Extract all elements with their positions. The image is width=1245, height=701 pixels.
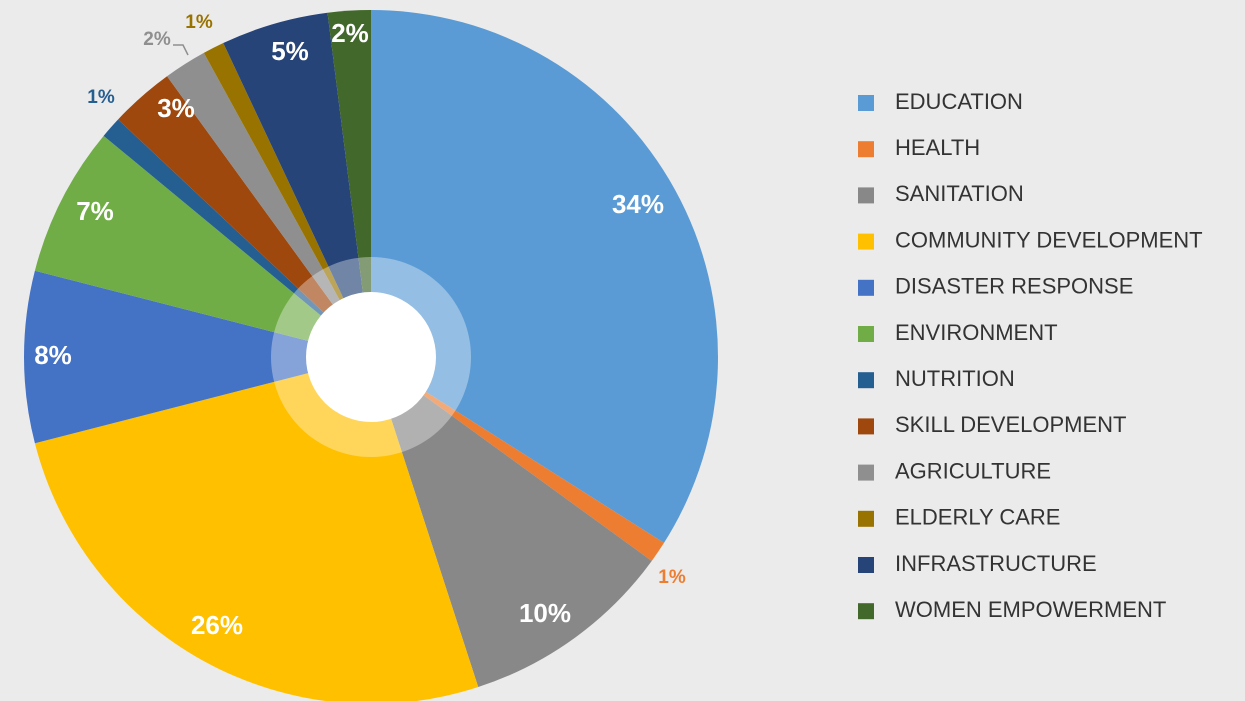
- legend-label: AGRICULTURE: [895, 458, 1051, 483]
- pie-slice: [371, 357, 664, 561]
- pie-slice: [371, 10, 718, 543]
- data-label: 1%: [185, 12, 213, 33]
- pie-slice: [203, 43, 371, 357]
- legend-swatch: [858, 141, 874, 158]
- legend-label: DISASTER RESPONSE: [895, 274, 1133, 299]
- legend: EDUCATION HEALTH SANITATION COMMUNITY DEVEL…: [858, 89, 1203, 622]
- data-label: 3%: [157, 93, 195, 123]
- data-label: 10%: [519, 598, 571, 628]
- pie-slice: [23, 270, 371, 444]
- pie-slice: [223, 12, 371, 357]
- legend-swatch: [858, 464, 874, 481]
- legend-label: ENVIRONMENT: [895, 320, 1058, 345]
- legend-label: INFRASTRUCTURE: [895, 551, 1097, 576]
- legend-label: HEALTH: [895, 135, 980, 160]
- legend-label: ELDERLY CARE: [895, 505, 1060, 530]
- legend-label: WOMEN EMPOWERMENT: [895, 597, 1166, 622]
- legend-swatch: [858, 279, 874, 296]
- pie-slice: [371, 357, 652, 688]
- data-label: 1%: [87, 87, 115, 108]
- legend-swatch: [858, 95, 874, 111]
- data-label: 34%: [612, 189, 664, 219]
- legend-swatch: [858, 603, 874, 620]
- data-label: 5%: [271, 36, 309, 66]
- legend-swatch: [858, 326, 874, 342]
- data-label: 26%: [191, 610, 243, 640]
- data-label: 2%: [143, 29, 171, 50]
- leader-line: [173, 44, 189, 56]
- data-labels: 34% 1% 10% 26% 8% 7% 1% 3% 2% 1% 5% 2%: [34, 12, 686, 640]
- data-label: 8%: [34, 340, 72, 370]
- legend-swatch: [858, 233, 874, 250]
- pie-slice: [34, 135, 371, 357]
- data-label: 2%: [331, 18, 369, 48]
- pie: [23, 10, 718, 701]
- legend-label: COMMUNITY DEVELOPMENT: [895, 227, 1203, 252]
- pie-slice: [118, 76, 372, 357]
- legend-label: EDUCATION: [895, 89, 1023, 114]
- legend-swatch: [858, 372, 874, 389]
- legend-swatch: [858, 187, 874, 204]
- legend-label: SANITATION: [895, 181, 1024, 206]
- data-label: 1%: [658, 567, 686, 588]
- pie-slice: [327, 10, 371, 357]
- data-label: 7%: [76, 196, 114, 226]
- donut-hole: [306, 292, 436, 422]
- legend-label: NUTRITION: [895, 366, 1015, 391]
- pie-slice: [34, 357, 479, 701]
- legend-swatch: [858, 418, 874, 435]
- legend-swatch: [858, 510, 874, 527]
- legend-swatch: [858, 557, 874, 573]
- legend-label: SKILL DEVELOPMENT: [895, 412, 1126, 437]
- pie-slice: [103, 119, 372, 357]
- pie-slice: [167, 52, 371, 358]
